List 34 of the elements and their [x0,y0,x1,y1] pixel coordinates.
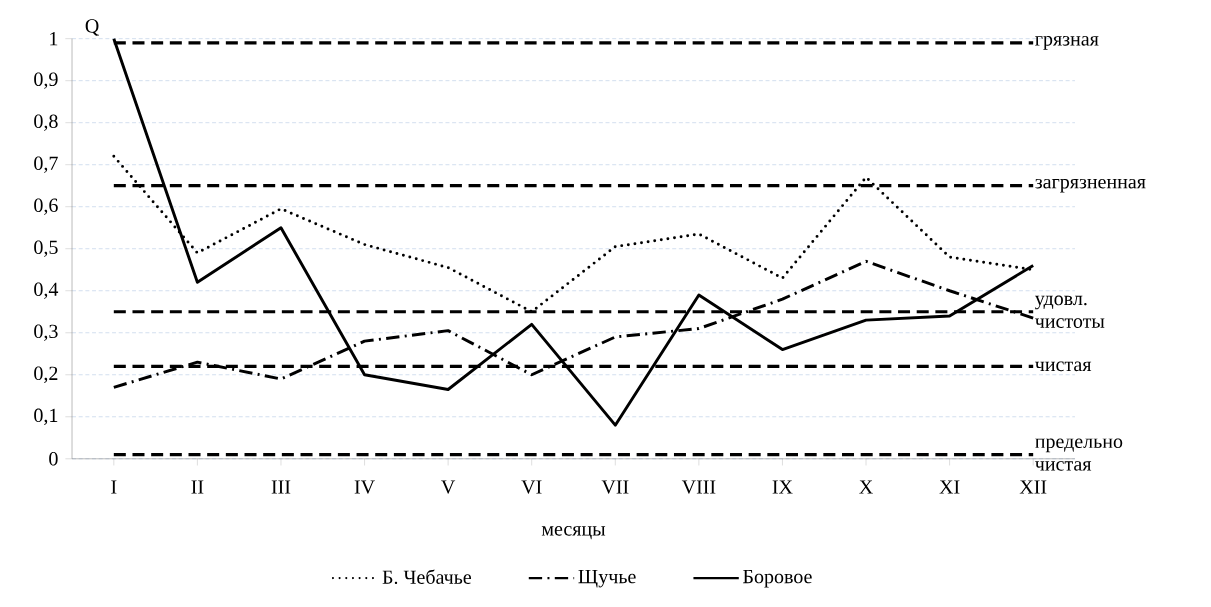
y-tick-label: 0,5 [34,240,58,257]
ref-line-label: удовл. чистоты [1035,295,1105,328]
y-tick-label: 0,9 [34,72,58,89]
legend-label: Б. Чебачье [382,569,472,585]
x-tick-label: II [191,480,204,494]
y-tick-label: 0,1 [34,408,58,426]
x-axis-title: месяцы [541,526,606,540]
x-tick-label: IV [354,480,375,494]
x-tick-label: V [441,480,456,494]
y-tick-label: 0,6 [34,198,58,215]
x-tick-label: VIII [681,480,716,494]
y-tick-label: 0,3 [34,324,58,342]
ref-line-label: чистая [1035,361,1092,372]
y-axis-title: Q [85,19,99,36]
x-tick-label: III [271,480,291,494]
legend-label: Щучье [578,570,636,588]
y-tick-label: 0,2 [34,366,58,384]
ref-line-label: грязная [1035,36,1099,50]
x-tick-label: VI [521,480,542,494]
y-tick-label: 0 [49,452,58,466]
ref-line-label: загрязненная [1035,178,1146,193]
legend-label: Боровое [743,570,812,588]
ref-line-label: предельно чистая [1035,438,1123,471]
x-tick-label: VII [601,480,629,494]
x-tick-label: I [111,480,117,494]
x-tick-label: IX [772,480,793,494]
y-tick-label: 0,7 [34,156,58,173]
y-tick-label: 0,4 [34,282,59,300]
y-tick-label: 0,8 [34,114,58,131]
x-tick-label: XI [939,480,960,494]
x-tick-label: X [859,480,873,494]
line-series [112,37,1035,427]
x-tick-label: XII [1019,480,1047,494]
y-tick-label: 1 [50,32,58,46]
